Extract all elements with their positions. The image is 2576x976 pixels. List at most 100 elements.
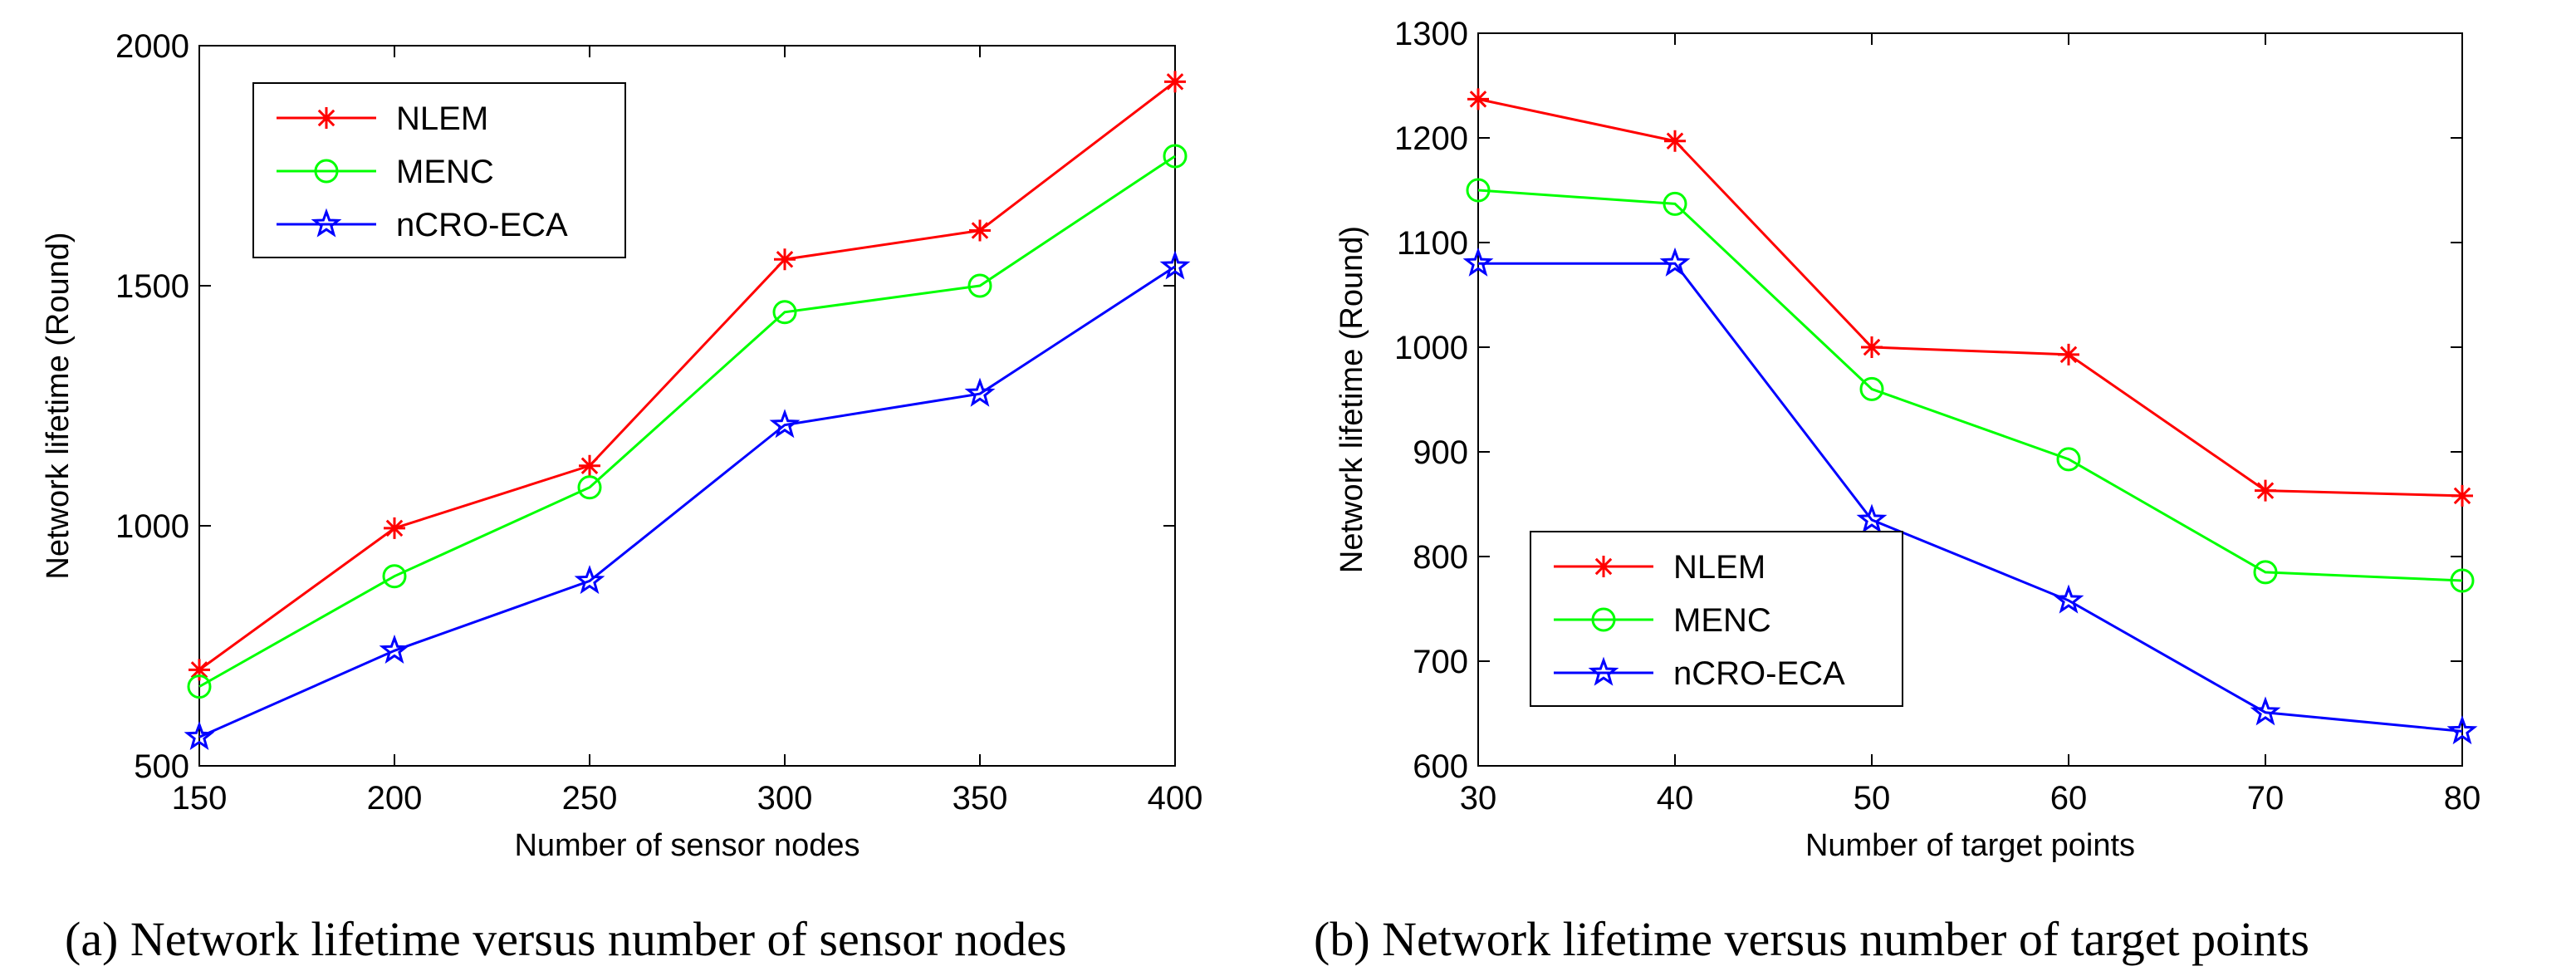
panel-b-series-ncro-eca-point-shape <box>2250 696 2281 726</box>
panel-a-xtick-label: 250 <box>562 780 618 817</box>
panel-b-series-nlem-point-shape <box>1467 88 1489 110</box>
panel-b-series-nlem-point-shape <box>2451 484 2473 507</box>
panel-b-series-nlem-point <box>1467 88 1489 110</box>
panel-a-series-ncro-eca-point-shape <box>769 409 801 439</box>
panel-a-legend-entry-nlem-marker-shape <box>316 107 337 129</box>
panel-b-ytick-label: 600 <box>1413 748 1468 785</box>
panel-b-ytick-label: 800 <box>1413 539 1468 576</box>
panel-a-legend: NLEM MENC nCRO-ECA <box>252 82 626 258</box>
panel-a-series-nlem-point <box>774 248 796 271</box>
panel-b-ytick-label: 1100 <box>1397 225 1468 262</box>
panel-a-legend-entry-menc-label: MENC <box>396 154 494 190</box>
panel-b-series-menc-point <box>2450 568 2475 593</box>
panel-a-ytick-label: 500 <box>134 748 189 785</box>
panel-b-legend-entry-nlem-marker <box>1593 556 1614 577</box>
panel-b-series-menc-point <box>1663 191 1687 216</box>
panel-a-series-menc-line <box>198 154 1176 688</box>
panel-a-series-menc-point-shape <box>382 564 407 589</box>
panel-b-series-ncro-eca-point <box>1659 247 1691 277</box>
panel-b-series-ncro-eca-point <box>2446 715 2478 745</box>
panel-b-series-nlem-point-shape <box>1861 336 1883 358</box>
panel-b-series-nlem-point-shape <box>2255 479 2276 502</box>
panel-a-series-nlem-point-shape <box>774 248 796 271</box>
panel-a-series-nlem-point <box>384 517 405 539</box>
panel-b-series-menc-point <box>2253 560 2278 585</box>
panel-a-series-ncro-eca-point-shape <box>379 634 410 664</box>
panel-a-series-ncro-eca-point <box>184 720 215 751</box>
panel-b-series-nlem-point <box>1861 336 1883 358</box>
panel-a-series-nlem-point <box>1164 71 1186 93</box>
panel-a-xtick-label: 300 <box>757 780 813 817</box>
panel-b-legend-entry-ncro-eca-label: nCRO-ECA <box>1673 655 1845 692</box>
panel-b-series-menc-point-shape <box>2253 560 2278 585</box>
panel-a-series-nlem-line <box>198 81 1176 671</box>
panel-a-xtick-label: 200 <box>367 780 423 817</box>
panel-a-series-menc-point <box>1163 144 1188 169</box>
panel-b-xtick-label: 80 <box>2444 780 2481 817</box>
panel-a-series-ncro-eca-point <box>574 565 605 595</box>
panel-a-series-ncro-eca-point-shape <box>184 720 215 751</box>
panel-a-series-nlem-point-shape <box>384 517 405 539</box>
panel-b-series-ncro-eca-point-shape <box>2446 715 2478 745</box>
panel-b-series-ncro-eca-point-shape <box>1659 247 1691 277</box>
panel-a-ytick-label: 1500 <box>115 268 189 305</box>
panel-b-series-menc-point-shape <box>1466 178 1491 203</box>
panel-a-ylabel: Network lifetime (Round) <box>41 232 76 579</box>
panel-a-legend-entry-nlem-label: NLEM <box>396 101 488 137</box>
panel-a-series-menc-point-shape <box>1163 144 1188 169</box>
panel-b-xtick-label: 60 <box>2050 780 2088 817</box>
panel-b-xtick-label: 70 <box>2247 780 2285 817</box>
panel-b-legend-entry-menc-marker-shape <box>1591 607 1616 632</box>
panel-b-series-ncro-eca-point-shape <box>1856 503 1888 533</box>
panel-a-series-ncro-eca-point <box>379 634 410 664</box>
panel-a-series-menc-point-shape <box>967 273 992 298</box>
panel-b-ytick-label: 1000 <box>1394 330 1468 366</box>
panel-b-legend-entry-nlem-marker-shape <box>1593 556 1614 577</box>
panel-a-legend-entry-menc-marker-shape <box>314 159 339 184</box>
panel-a-xtick-label: 150 <box>172 780 228 817</box>
panel-b-series-ncro-eca-point <box>2053 584 2084 614</box>
panel-a-legend-entry-ncro-eca-label: nCRO-ECA <box>396 207 568 243</box>
panel-b-series-ncro-eca-point-shape <box>1462 247 1494 277</box>
panel-b-series-ncro-eca-line <box>1478 262 2463 733</box>
panel-a-series-nlem-point <box>189 659 210 681</box>
panel-a-series-ncro-eca-point-shape <box>1159 250 1191 280</box>
panel-b-legend: NLEM MENC nCRO-ECA <box>1530 531 1903 707</box>
panel-b-series-nlem-point-shape <box>2058 343 2079 365</box>
panel-a-series-menc-point <box>187 674 212 699</box>
panel-a-series-menc-point <box>772 300 797 325</box>
panel-b-series-menc-point <box>2056 447 2081 472</box>
panel-b-series-ncro-eca-point <box>1856 503 1888 533</box>
panel-b-xtick-label: 50 <box>1854 780 1891 817</box>
panel-b-series-ncro-eca-point <box>1462 247 1494 277</box>
panel-b-caption: (b) Network lifetime versus number of ta… <box>1314 912 2309 966</box>
panel-a-xtick-label: 400 <box>1148 780 1203 817</box>
panel-b-series-nlem-point <box>2058 343 2079 365</box>
panel-a-series-ncro-eca-point <box>769 409 801 439</box>
panel-a-series-menc-point <box>577 475 602 500</box>
panel-b-series-nlem-point-shape <box>1664 130 1686 152</box>
panel-a-caption: (a) Network lifetime versus number of se… <box>65 912 1066 966</box>
panel-b-series-nlem-line <box>1477 97 2463 498</box>
panel-b-series-menc-point-shape <box>1663 191 1687 216</box>
panel-b-series-nlem-point <box>1664 130 1686 152</box>
panel-b-series-menc-point-shape <box>2450 568 2475 593</box>
panel-b-legend-entry-nlem-label: NLEM <box>1673 549 1765 586</box>
panel-a-series-nlem-point <box>579 454 600 477</box>
panel-a-series-ncro-eca-point <box>1159 250 1191 280</box>
panel-b-series-nlem-point <box>2255 479 2276 502</box>
panel-a-series-nlem-point-shape <box>189 659 210 681</box>
panel-a-series-ncro-eca-point-shape <box>574 565 605 595</box>
panel-a-ytick-label: 1000 <box>115 508 189 545</box>
panel-a-series-ncro-eca-line <box>198 265 1176 738</box>
panel-a-series-ncro-eca-point-shape <box>964 377 996 407</box>
panel-a-xtick-label: 350 <box>953 780 1008 817</box>
panel-a-series-ncro-eca-point <box>964 377 996 407</box>
panel-a-series-nlem-point <box>969 219 991 242</box>
panel-b-ytick-label: 1200 <box>1394 120 1468 157</box>
panel-b-xtick-label: 40 <box>1657 780 1694 817</box>
panel-a-series-menc-point <box>382 564 407 589</box>
panel-b-ytick-label: 700 <box>1413 644 1468 680</box>
panel-b-series-menc-point-shape <box>1859 376 1884 401</box>
panel-a-legend-entry-ncro-eca-marker <box>311 208 342 238</box>
